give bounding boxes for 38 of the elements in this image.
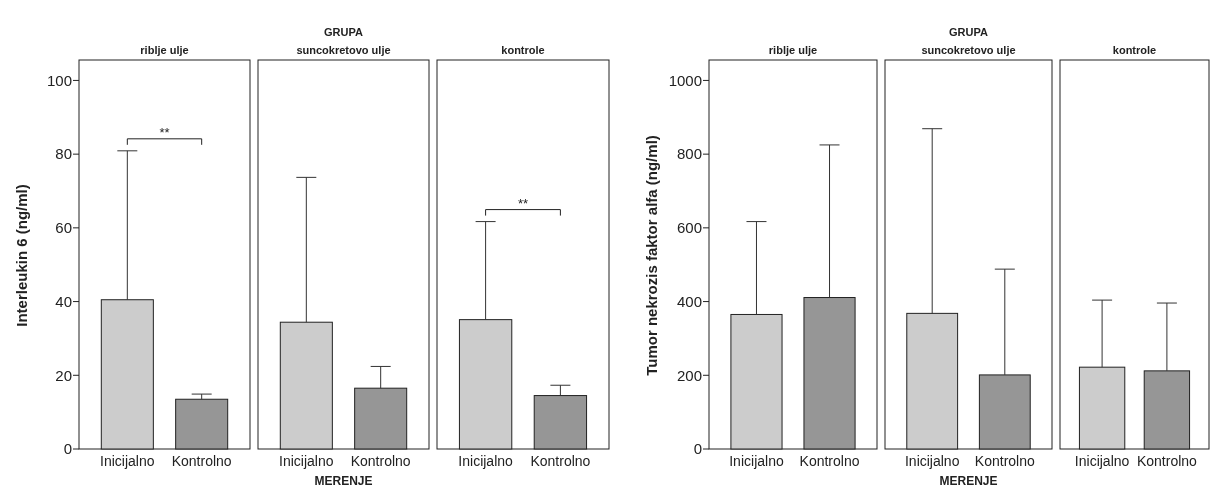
chart-title: GRUPA bbox=[949, 26, 988, 38]
y-tick-label: 40 bbox=[55, 292, 72, 310]
x-tick-label: Inicijalno bbox=[279, 453, 334, 469]
chart-title: GRUPA bbox=[324, 26, 363, 38]
y-tick-label: 80 bbox=[55, 145, 72, 163]
x-tick-label: Kontrolno bbox=[171, 453, 232, 469]
chart-subtitle: suncokretovo ulje bbox=[921, 44, 1016, 56]
y-tick-label: 400 bbox=[676, 292, 702, 310]
x-axis-title: MERENJE bbox=[939, 474, 998, 488]
y-tick-label: 0 bbox=[693, 440, 702, 458]
x-tick-label: Kontrolno bbox=[350, 453, 411, 469]
annotation: ** bbox=[517, 195, 529, 211]
y-tick-label: 1000 bbox=[668, 71, 702, 89]
chart-subtitle: suncokretovo ulje bbox=[296, 44, 391, 56]
y-axis-title: Interleukin 6 (ng/ml) bbox=[13, 184, 30, 327]
y-tick-label: 600 bbox=[676, 219, 702, 237]
y-tick-label: 0 bbox=[63, 440, 72, 458]
chart-title: kontrole bbox=[501, 44, 545, 56]
x-tick-label: Kontrolno bbox=[530, 453, 591, 469]
x-tick-label: Kontrolno bbox=[974, 453, 1035, 469]
y-tick-label: 100 bbox=[46, 71, 72, 89]
x-tick-label: Kontrolno bbox=[799, 453, 860, 469]
y-tick-label: 60 bbox=[55, 219, 72, 237]
chart-title: kontrole bbox=[1112, 44, 1157, 56]
y-axis-title: Tumor nekrozis faktor alfa (ng/ml) bbox=[643, 135, 660, 376]
y-tick-label: 20 bbox=[55, 366, 72, 384]
y-tick-label: 800 bbox=[676, 145, 702, 163]
x-axis-title: MERENJE bbox=[314, 474, 373, 488]
y-tick-label: 200 bbox=[676, 366, 702, 384]
x-tick-label: Inicijalno bbox=[458, 453, 514, 469]
chart-title: riblje ulje bbox=[140, 44, 189, 56]
annotation: ** bbox=[159, 124, 170, 140]
x-tick-label: Kontrolno bbox=[1136, 453, 1198, 469]
x-tick-label: Inicijalno bbox=[100, 453, 155, 469]
x-tick-label: Inicijalno bbox=[1074, 453, 1130, 469]
x-tick-label: Inicijalno bbox=[904, 453, 960, 469]
x-tick-label: Inicijalno bbox=[729, 453, 784, 469]
chart-title: riblje ulje bbox=[768, 44, 818, 56]
